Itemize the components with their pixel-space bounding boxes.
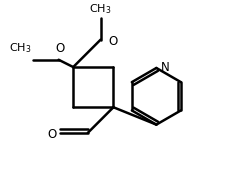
Text: CH$_3$: CH$_3$ [89, 2, 112, 16]
Text: N: N [161, 61, 170, 74]
Text: O: O [56, 42, 65, 55]
Text: O: O [47, 128, 57, 141]
Text: CH$_3$: CH$_3$ [9, 41, 31, 55]
Text: O: O [108, 35, 117, 48]
